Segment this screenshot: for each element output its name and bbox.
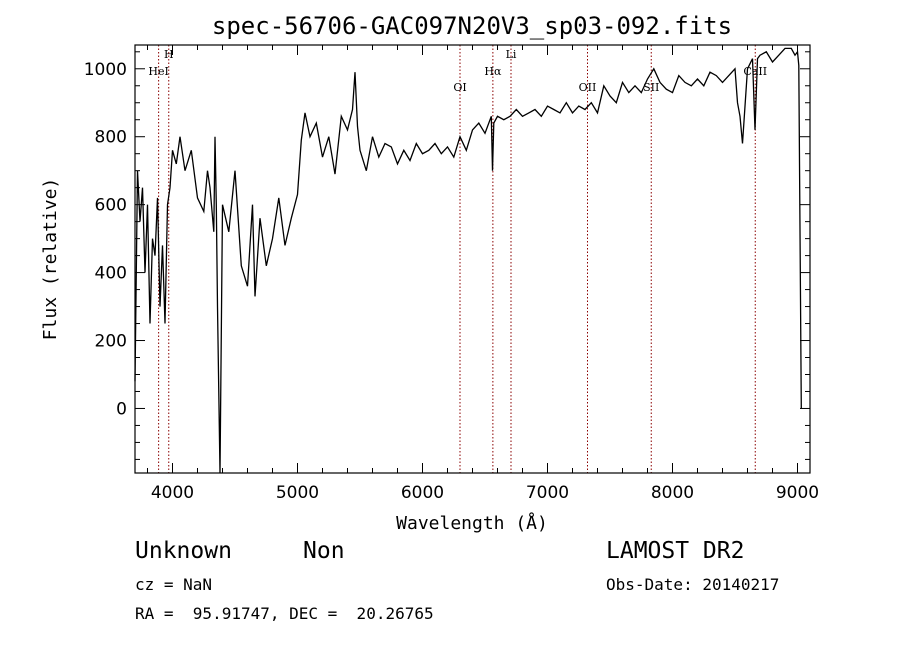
line-marker-label: H <box>164 48 174 61</box>
line-marker-label: CaII <box>743 65 767 78</box>
redshift-cz: cz = NaN <box>135 575 213 594</box>
y-tick-label: 800 <box>95 128 127 148</box>
plot-frame <box>134 44 811 474</box>
y-tick-label: 600 <box>95 196 127 216</box>
y-axis-label: Flux (relative) <box>40 178 61 341</box>
x-tick-label: 4000 <box>151 483 194 503</box>
line-marker-label: OII <box>579 81 597 94</box>
x-tick-label: 7000 <box>526 483 569 503</box>
line-marker-label: Li <box>506 48 517 61</box>
y-tick-label: 400 <box>95 264 127 284</box>
object-class: Unknown <box>135 538 232 564</box>
x-axis-label: Wavelength (Å) <box>396 512 548 534</box>
line-marker-label: OI <box>453 81 466 94</box>
line-marker-label: SII <box>643 81 659 94</box>
survey-name: LAMOST DR2 <box>606 538 745 564</box>
spectrum-series-line <box>134 47 802 474</box>
y-tick-label: 1000 <box>84 60 127 80</box>
x-tick-label: 9000 <box>776 483 819 503</box>
obs-date: Obs-Date: 20140217 <box>606 575 780 594</box>
axes: 4000 5000 6000 7000 8000 9000 0 200 400 600 800 100… <box>84 45 819 503</box>
line-marker-label: Hα <box>484 65 502 78</box>
y-tick-label: 0 <box>116 399 127 419</box>
chart-title: spec-56706-GAC097N20V3_sp03-092.fits <box>212 12 732 40</box>
line-marker-label: HeI <box>148 65 168 78</box>
x-tick-label: 5000 <box>276 483 319 503</box>
line-markers: HeI H OI Hα Li OII SII CaII <box>148 45 767 473</box>
ra-dec: RA = 95.91747, DEC = 20.26765 <box>135 604 434 623</box>
x-tick-label: 6000 <box>401 483 444 503</box>
object-subclass: Non <box>303 538 345 564</box>
y-tick-label: 200 <box>95 332 127 352</box>
x-tick-label: 8000 <box>651 483 694 503</box>
